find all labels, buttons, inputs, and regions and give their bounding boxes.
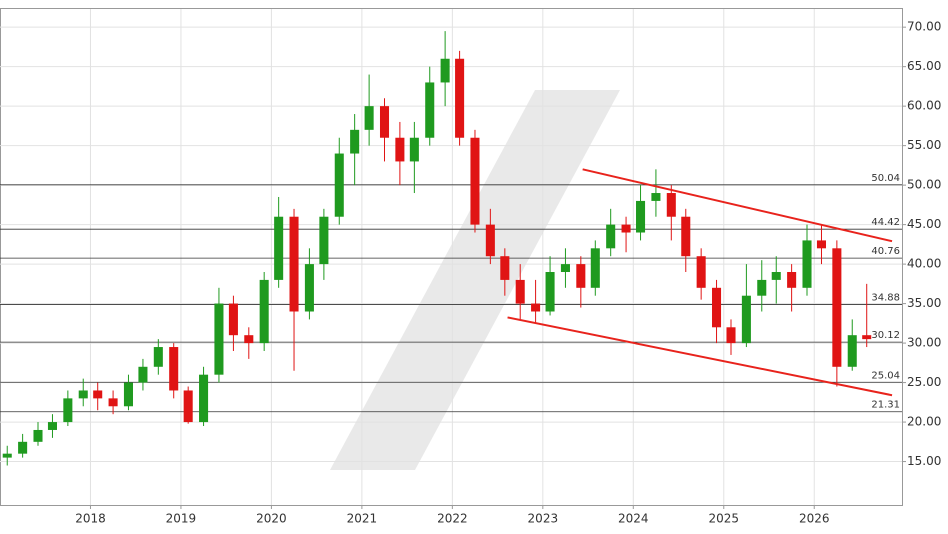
y-tick-label: 55.00: [907, 138, 941, 152]
candle-body: [651, 193, 661, 201]
x-tick-label: 2018: [75, 512, 106, 526]
level-label: 25.04: [871, 370, 900, 381]
x-tick-label: 2021: [347, 512, 378, 526]
candle-body: [78, 390, 88, 399]
candle-body: [153, 347, 163, 367]
candle-body: [244, 335, 254, 344]
x-tick-label: 2022: [437, 512, 468, 526]
candle-body: [726, 327, 736, 344]
candle-body: [183, 390, 193, 423]
candle-body: [681, 216, 691, 257]
candle-body: [289, 216, 299, 312]
candle-body: [832, 248, 842, 367]
level-label: 40.76: [871, 246, 900, 257]
x-tick-label: 2026: [799, 512, 830, 526]
x-tick-label: 2023: [528, 512, 559, 526]
candle-body: [47, 422, 57, 430]
candle-body: [123, 382, 133, 407]
candle-body: [712, 287, 722, 328]
candle-body: [847, 335, 857, 367]
candle-body: [2, 453, 12, 458]
candle-body: [757, 279, 767, 296]
candle-body: [425, 82, 435, 138]
y-tick-label: 30.00: [907, 336, 941, 350]
candle-body: [560, 264, 570, 273]
candle-body: [515, 279, 525, 304]
level-label: 50.04: [871, 173, 900, 184]
candle-body: [108, 398, 118, 407]
y-tick-label: 60.00: [907, 99, 941, 113]
candle-body: [771, 272, 781, 280]
trend-line: [582, 168, 893, 243]
plot-frame: [0, 8, 903, 506]
candle-body: [228, 303, 238, 336]
candle-body: [485, 224, 495, 257]
y-tick-label: 20.00: [907, 415, 941, 429]
candle-body: [696, 256, 706, 288]
y-tick-label: 40.00: [907, 257, 941, 271]
candle-body: [364, 106, 374, 130]
candle-body: [545, 272, 555, 312]
candle-body: [606, 224, 616, 249]
candle-body: [274, 216, 284, 280]
candle-body: [350, 129, 360, 154]
candle-body: [636, 200, 646, 233]
candle-body: [304, 264, 314, 312]
candle-body: [531, 303, 541, 312]
candle-body: [395, 137, 405, 162]
candle-body: [379, 106, 390, 138]
x-tick-label: 2025: [708, 512, 739, 526]
candle-body: [169, 347, 179, 391]
y-tick-label: 50.00: [907, 178, 941, 192]
candle-body: [18, 441, 28, 454]
candle-body: [500, 256, 510, 280]
y-tick-label: 35.00: [907, 296, 941, 310]
candle-body: [576, 264, 586, 288]
candle-body: [802, 240, 812, 288]
candle-body: [138, 366, 148, 383]
trend-line: [507, 316, 893, 397]
candle-body: [93, 390, 103, 399]
candle-body: [214, 303, 224, 375]
candle-body: [787, 272, 797, 288]
candle-body: [319, 216, 329, 265]
level-label: 21.31: [871, 400, 900, 411]
candle-body: [621, 224, 631, 233]
candle-body: [63, 398, 73, 423]
candle-body: [862, 335, 872, 340]
x-tick-label: 2019: [166, 512, 197, 526]
candle-body: [33, 429, 43, 442]
candle-body: [334, 153, 344, 217]
candle-body: [409, 137, 419, 162]
y-tick-label: 15.00: [907, 454, 941, 468]
y-tick-label: 25.00: [907, 375, 941, 389]
y-tick-label: 45.00: [907, 217, 941, 231]
candle-body: [440, 58, 450, 83]
level-label: 44.42: [871, 217, 900, 228]
candle-body: [741, 295, 751, 344]
candle-body: [816, 240, 827, 249]
level-label: 34.88: [871, 293, 900, 304]
candle-body: [590, 248, 600, 288]
candle-body: [666, 193, 676, 217]
candle-body: [259, 279, 269, 344]
level-label: 30.12: [871, 330, 900, 341]
y-tick-label: 70.00: [907, 20, 941, 34]
candle-body: [470, 137, 480, 225]
y-tick-label: 65.00: [907, 59, 941, 73]
candle-body: [199, 374, 209, 423]
x-tick-label: 2020: [256, 512, 287, 526]
x-tick-label: 2024: [618, 512, 649, 526]
candle-body: [455, 58, 465, 138]
